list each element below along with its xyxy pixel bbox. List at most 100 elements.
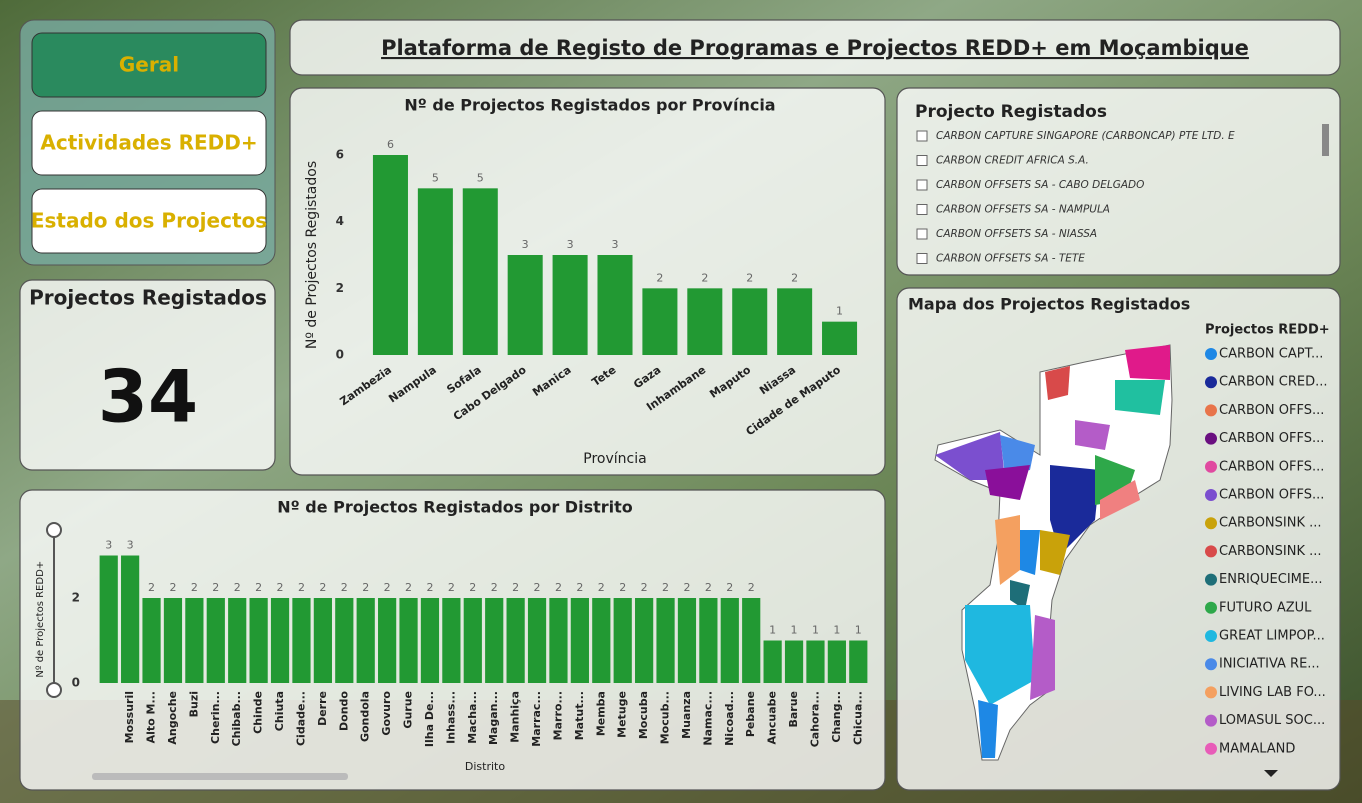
bar (742, 598, 760, 683)
y-axis-label: Nº de Projectos REDD+ (35, 561, 46, 678)
x-tick-label: Angoche (166, 691, 179, 745)
bar (121, 556, 139, 684)
data-label: 2 (748, 581, 755, 594)
bar (399, 598, 417, 683)
slicer-item[interactable]: CARBON CAPTURE SINGAPORE (CARBONCAP) PTE… (917, 130, 1235, 142)
x-tick-label: Gurue (402, 691, 415, 729)
bar (378, 598, 396, 683)
x-tick-label: Marro... (551, 691, 564, 740)
x-tick-label: Derre (316, 691, 329, 726)
legend-marker (1205, 376, 1217, 388)
bar (571, 598, 589, 683)
bar (292, 598, 310, 683)
data-label: 3 (567, 238, 574, 251)
y-tick-label: 0 (336, 348, 344, 362)
nav-button[interactable]: Estado dos Projectos (31, 189, 267, 253)
slicer-item[interactable]: CARBON OFFSETS SA - TETE (917, 253, 1085, 265)
legend-label: CARBONSINK ... (1219, 516, 1322, 531)
slicer-item[interactable]: CARBON OFFSETS SA - NIASSA (917, 228, 1097, 240)
slider-handle[interactable] (47, 683, 61, 697)
legend-title: Projectos REDD+ (1205, 323, 1330, 338)
data-label: 3 (105, 539, 112, 552)
data-label: 3 (127, 539, 134, 552)
legend-marker (1205, 489, 1217, 501)
region (1045, 366, 1070, 400)
legend-marker (1205, 602, 1217, 614)
nav-button[interactable]: Actividades REDD+ (32, 111, 266, 175)
legend-marker (1205, 630, 1217, 642)
x-tick-label: Alto M... (145, 691, 158, 743)
bar (250, 598, 268, 683)
data-label: 2 (148, 581, 155, 594)
nav-button[interactable]: Geral (32, 33, 266, 97)
data-label: 1 (833, 624, 840, 637)
bar (485, 598, 503, 683)
data-label: 2 (555, 581, 562, 594)
region (1075, 420, 1110, 450)
bar (357, 598, 375, 683)
x-tick-label: Chiuta (273, 691, 286, 731)
legend-marker (1205, 743, 1217, 755)
page: Geral Actividades REDD+ Estado dos Proje… (0, 0, 1362, 803)
legend-marker (1205, 517, 1217, 529)
data-label: 2 (384, 581, 391, 594)
data-label: 2 (576, 581, 583, 594)
bar (828, 641, 846, 684)
x-tick-label: Cherin... (209, 691, 222, 744)
data-label: 2 (277, 581, 284, 594)
data-label: 2 (298, 581, 305, 594)
bar (335, 598, 353, 683)
data-label: 2 (319, 581, 326, 594)
bar (228, 598, 246, 683)
data-label: 2 (341, 581, 348, 594)
data-label: 1 (812, 624, 819, 637)
legend-marker (1205, 348, 1217, 360)
slicer-item-label: CARBON CREDIT AFRICA S.A. (936, 155, 1089, 167)
legend-label: CARBONSINK ... (1219, 544, 1322, 559)
legend-label: CARBON OFFS... (1219, 459, 1324, 474)
data-label: 2 (426, 581, 433, 594)
bar (507, 598, 525, 683)
slicer-item-label: CARBON OFFSETS SA - NIASSA (936, 228, 1097, 240)
x-tick-label: Cahora... (808, 691, 821, 747)
slicer-item[interactable]: CARBON OFFSETS SA - NAMPULA (917, 204, 1110, 216)
slicer-item[interactable]: CARBON CREDIT AFRICA S.A. (917, 155, 1089, 167)
slicer-scrollbar[interactable] (1322, 124, 1329, 156)
bar (418, 188, 453, 355)
x-tick-label: Chibab... (230, 691, 243, 746)
slicer-item[interactable]: CARBON OFFSETS SA - CABO DELGADO (917, 179, 1144, 191)
bar (508, 255, 543, 355)
bar (442, 598, 460, 683)
x-tick-label: Govuro (380, 691, 393, 736)
data-label: 2 (448, 581, 455, 594)
nav-label: Estado dos Projectos (31, 209, 267, 233)
legend-label: GREAT LIMPOP... (1219, 629, 1325, 644)
data-label: 2 (534, 581, 541, 594)
scrollbar[interactable] (92, 773, 348, 780)
data-label: 2 (683, 581, 690, 594)
legend-label: CARBON OFFS... (1219, 488, 1324, 503)
x-tick-label: Magan... (487, 691, 500, 745)
slicer-item-label: CARBON CAPTURE SINGAPORE (CARBONCAP) PTE… (936, 130, 1235, 142)
y-axis-label: Nº de Projectos Registados (304, 161, 320, 349)
slider-handle[interactable] (47, 523, 61, 537)
checkbox (917, 254, 927, 264)
chart-title: Nº de Projectos Registados por Distrito (277, 498, 633, 517)
bar (699, 598, 717, 683)
x-tick-label: Barue (787, 691, 800, 728)
bar (764, 641, 782, 684)
x-tick-label: Inhass... (444, 691, 457, 744)
bar (592, 598, 610, 683)
bar (721, 598, 739, 683)
bar (732, 288, 767, 355)
slicer-item-label: CARBON OFFSETS SA - TETE (936, 253, 1085, 265)
bar (314, 598, 332, 683)
x-tick-label: Nicoad... (723, 691, 736, 746)
data-label: 2 (701, 271, 708, 284)
data-label: 2 (212, 581, 219, 594)
x-tick-label: Pebane (744, 691, 757, 737)
x-tick-label: Mocuba (637, 691, 650, 739)
data-label: 3 (612, 238, 619, 251)
data-label: 2 (619, 581, 626, 594)
data-label: 2 (662, 581, 669, 594)
